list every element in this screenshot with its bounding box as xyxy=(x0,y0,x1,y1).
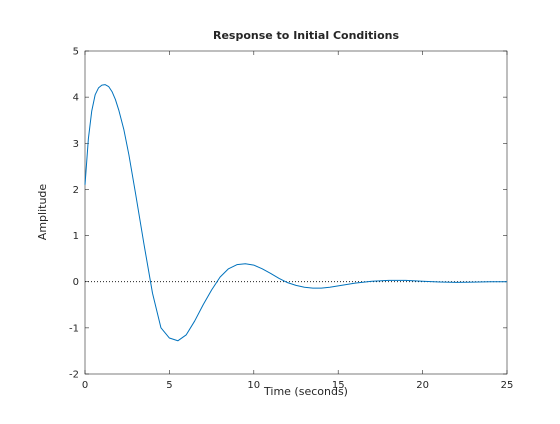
x-tick-label: 5 xyxy=(166,380,172,391)
y-axis-label: Amplitude xyxy=(36,184,49,241)
y-tick-label: 0 xyxy=(73,277,79,288)
x-tick-label: 10 xyxy=(247,380,260,391)
y-tick-label: 5 xyxy=(73,47,79,58)
y-tick-label: -1 xyxy=(69,323,79,334)
x-tick-label: 15 xyxy=(332,380,345,391)
plot-area: 0 5 10 15 20 25 -2 -1 0 1 2 3 4 5 xyxy=(69,47,513,392)
y-tick-label: 2 xyxy=(73,185,79,196)
x-tick-label: 25 xyxy=(501,380,514,391)
chart-title: Response to Initial Conditions xyxy=(213,29,399,42)
x-tick-label: 20 xyxy=(416,380,429,391)
y-tick-label: 3 xyxy=(73,139,79,150)
y-tick-label: 1 xyxy=(73,231,79,242)
y-tick-label: -2 xyxy=(69,370,79,381)
y-tick-label: 4 xyxy=(73,93,79,104)
x-axis-label: Time (seconds) xyxy=(263,385,348,398)
response-series-line xyxy=(84,84,508,342)
axes-frame xyxy=(84,50,508,375)
x-tick-label: 0 xyxy=(82,380,88,391)
